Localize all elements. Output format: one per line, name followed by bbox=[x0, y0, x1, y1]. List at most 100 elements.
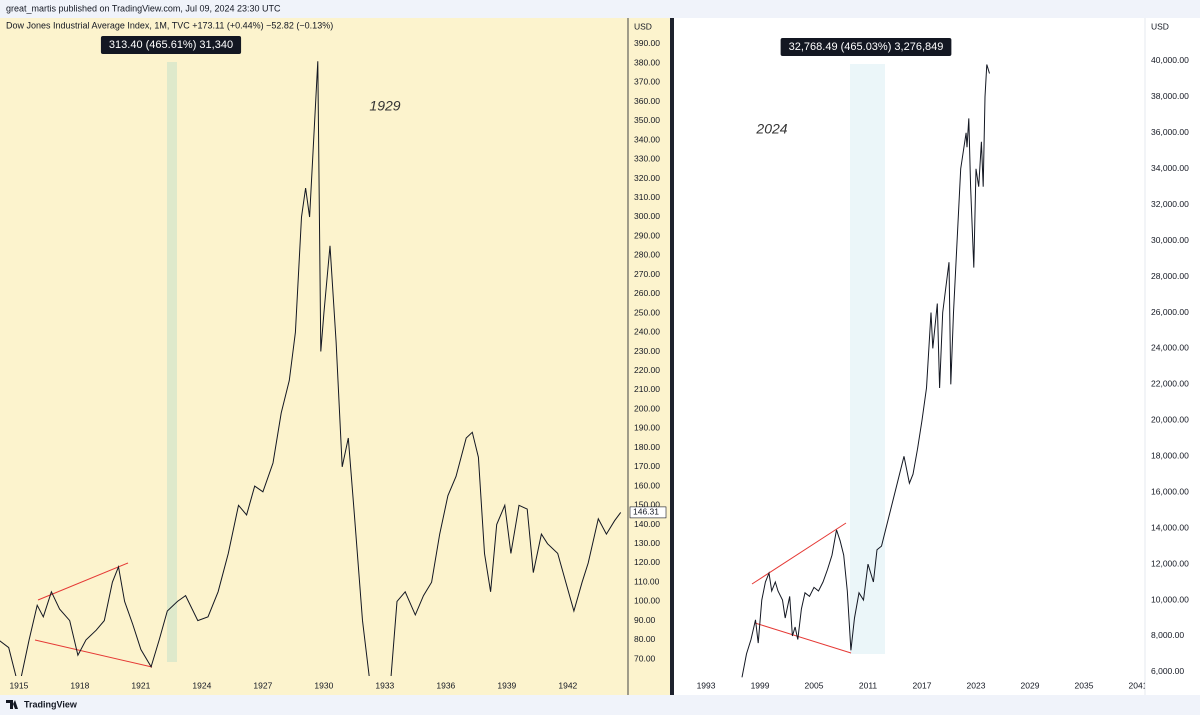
right-panel: USD 6,000.00 8,000.00 10,000.00 12,000.00 14,… bbox=[674, 18, 1200, 695]
y-tick-label: 100.00 bbox=[634, 596, 660, 606]
x-tick-label: 2023 bbox=[967, 680, 986, 690]
price-line bbox=[741, 64, 990, 678]
y-tick-label: 120.00 bbox=[634, 557, 660, 567]
axis-unit: USD bbox=[634, 21, 652, 31]
y-tick-label: 170.00 bbox=[634, 461, 660, 471]
logo bbox=[6, 700, 18, 709]
measure-label: 313.40 (465.61%) 31,340 bbox=[109, 39, 233, 51]
panel-bg bbox=[0, 18, 670, 695]
x-tick-label: 2005 bbox=[805, 680, 824, 690]
y-tick-label: 26,000.00 bbox=[1151, 307, 1189, 317]
trendline bbox=[37, 562, 129, 601]
y-tick-label: 32,000.00 bbox=[1151, 199, 1189, 209]
y-tick-label: 280.00 bbox=[634, 250, 660, 260]
y-tick-label: 360.00 bbox=[634, 96, 660, 106]
measure-band bbox=[850, 64, 885, 654]
left-panel: Dow Jones Industrial Average Index, 1M, … bbox=[0, 18, 670, 695]
y-tick-label: 10,000.00 bbox=[1151, 594, 1189, 604]
y-tick-label: 370.00 bbox=[634, 77, 660, 87]
x-tick-label: 1999 bbox=[751, 680, 770, 690]
brand: TradingView bbox=[24, 699, 78, 709]
y-tick-label: 130.00 bbox=[634, 538, 660, 548]
y-tick-label: 38,000.00 bbox=[1151, 91, 1189, 101]
x-tick-label: 1930 bbox=[314, 680, 333, 690]
x-axis: 1993 1999 2005 2011 2017 2023 2029 2035 2041 bbox=[697, 680, 1148, 690]
y-tick-label: 16,000.00 bbox=[1151, 486, 1189, 496]
annotation: 1929 bbox=[369, 98, 400, 114]
y-tick-label: 40,000.00 bbox=[1151, 55, 1189, 65]
y-tick-label: 380.00 bbox=[634, 57, 660, 67]
x-tick-label: 1921 bbox=[131, 680, 150, 690]
panel-bg bbox=[674, 18, 1200, 695]
y-tick-label: 36,000.00 bbox=[1151, 127, 1189, 137]
y-tick-label: 34,000.00 bbox=[1151, 163, 1189, 173]
y-tick-label: 390.00 bbox=[634, 38, 660, 48]
y-tick-label: 8,000.00 bbox=[1151, 630, 1184, 640]
y-tick-label: 18,000.00 bbox=[1151, 451, 1189, 461]
y-tick-label: 14,000.00 bbox=[1151, 522, 1189, 532]
x-tick-label: 2035 bbox=[1075, 680, 1094, 690]
measure-band bbox=[167, 62, 177, 662]
y-tick-label: 80.00 bbox=[634, 634, 656, 644]
y-tick-label: 330.00 bbox=[634, 154, 660, 164]
y-tick-label: 200.00 bbox=[634, 403, 660, 413]
y-tick-label: 28,000.00 bbox=[1151, 271, 1189, 281]
y-tick-label: 310.00 bbox=[634, 192, 660, 202]
measure-box bbox=[780, 38, 952, 56]
y-tick-label: 140.00 bbox=[634, 519, 660, 529]
y-tick-label: 350.00 bbox=[634, 115, 660, 125]
y-tick-label: 230.00 bbox=[634, 346, 660, 356]
divider bbox=[670, 18, 674, 695]
bottom-bar bbox=[0, 695, 1200, 715]
y-tick-label: 30,000.00 bbox=[1151, 235, 1189, 245]
measure-box bbox=[100, 36, 242, 54]
x-tick-label: 1936 bbox=[436, 680, 455, 690]
y-tick-label: 12,000.00 bbox=[1151, 558, 1189, 568]
axis-unit: USD bbox=[1151, 21, 1169, 31]
x-tick-label: 1993 bbox=[697, 680, 716, 690]
y-tick-label: 320.00 bbox=[634, 173, 660, 183]
x-tick-label: 1933 bbox=[375, 680, 394, 690]
chart-title: Dow Jones Industrial Average Index, 1M, … bbox=[6, 20, 333, 30]
price-line bbox=[0, 61, 622, 676]
y-tick-label: 260.00 bbox=[634, 288, 660, 298]
publish-info: great_martis published on TradingView.co… bbox=[6, 3, 281, 13]
y-tick-label: 300.00 bbox=[634, 211, 660, 221]
y-tick-label: 90.00 bbox=[634, 615, 656, 625]
x-tick-label: 1939 bbox=[497, 680, 516, 690]
y-tick-label: 20,000.00 bbox=[1151, 415, 1189, 425]
last-price-box bbox=[629, 506, 667, 519]
x-tick-label: 1924 bbox=[192, 680, 211, 690]
y-tick-label: 220.00 bbox=[634, 365, 660, 375]
x-tick-label: 2041 bbox=[1129, 680, 1148, 690]
y-tick-label: 70.00 bbox=[634, 653, 656, 663]
x-tick-label: 1927 bbox=[253, 680, 272, 690]
x-tick-label: 2029 bbox=[1021, 680, 1040, 690]
y-tick-label: 6,000.00 bbox=[1151, 666, 1184, 676]
trendline bbox=[751, 522, 847, 585]
annotation: 2024 bbox=[755, 121, 787, 137]
y-tick-label: 240.00 bbox=[634, 327, 660, 337]
last-price-label: 146.31 bbox=[633, 507, 659, 517]
measure-label: 32,768.49 (465.03%) 3,276,849 bbox=[789, 41, 944, 53]
x-tick-label: 2011 bbox=[859, 680, 878, 690]
top-bar bbox=[0, 0, 1200, 18]
y-tick-label: 250.00 bbox=[634, 307, 660, 317]
y-tick-label: 22,000.00 bbox=[1151, 379, 1189, 389]
y-tick-label: 24,000.00 bbox=[1151, 343, 1189, 353]
x-tick-label: 1915 bbox=[9, 680, 28, 690]
y-tick-label: 270.00 bbox=[634, 269, 660, 279]
y-tick-label: 180.00 bbox=[634, 442, 660, 452]
y-tick-label: 160.00 bbox=[634, 480, 660, 490]
y-tick-label: 190.00 bbox=[634, 423, 660, 433]
y-tick-label: 150.00 bbox=[634, 500, 660, 510]
x-tick-label: 1942 bbox=[558, 680, 577, 690]
x-tick-label: 1918 bbox=[70, 680, 89, 690]
y-tick-label: 340.00 bbox=[634, 134, 660, 144]
x-tick-label: 2017 bbox=[913, 680, 932, 690]
trendline bbox=[34, 639, 153, 668]
x-axis: 1915 1918 1921 1924 1927 1930 1933 1936 1939 1942 bbox=[9, 680, 577, 690]
y-tick-label: 210.00 bbox=[634, 384, 660, 394]
